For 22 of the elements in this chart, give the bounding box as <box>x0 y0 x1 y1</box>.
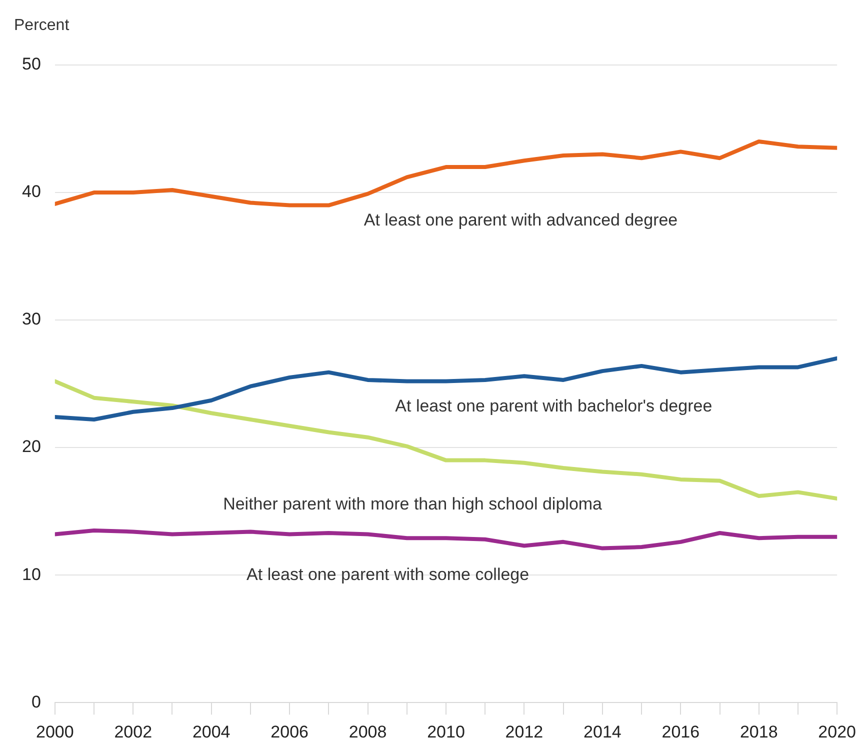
y-tick-label: 20 <box>22 437 41 456</box>
x-tick-label: 2016 <box>662 722 700 742</box>
y-tick-label: 40 <box>22 182 41 202</box>
x-tick-label: 2018 <box>740 722 778 742</box>
x-tick-label: 2004 <box>192 722 230 742</box>
y-tick-label: 30 <box>22 310 41 329</box>
series-label: Neither parent with more than high school diploma <box>223 494 603 514</box>
x-tick-label: 2012 <box>505 722 544 742</box>
series-label: At least one parent with bachelor's degree <box>395 396 712 416</box>
y-tick-label: 10 <box>22 564 41 584</box>
x-tick-label: 2010 <box>427 722 465 742</box>
y-axis-title: Percent <box>14 17 70 34</box>
x-tick-label: 2008 <box>348 722 387 742</box>
y-tick-label: 0 <box>31 692 41 712</box>
x-tick-label: 2006 <box>270 722 308 742</box>
x-tick-label: 2014 <box>584 722 622 742</box>
x-tick-label: 2002 <box>114 722 152 742</box>
series-label: At least one parent with some college <box>246 564 530 584</box>
x-tick-label: 2020 <box>818 722 856 742</box>
x-tick-label: 2000 <box>36 722 74 742</box>
series-label: At least one parent with advanced degree <box>364 210 678 230</box>
y-tick-label: 50 <box>22 54 41 74</box>
